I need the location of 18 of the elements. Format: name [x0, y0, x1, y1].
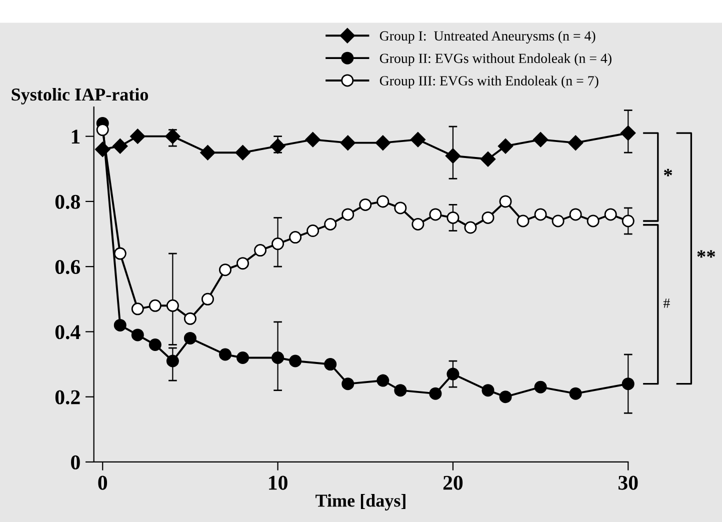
x-tick-label: 30	[618, 476, 638, 490]
legend-label: Group III: EVGs with Endoleak (n = 7)	[380, 76, 598, 88]
x-axis-title: Time [days]	[316, 494, 406, 510]
y-tick-label: 0.2	[55, 390, 80, 404]
y-tick-label: 0.4	[55, 325, 80, 340]
text: *	[664, 168, 672, 176]
x-tick-label: 10	[269, 476, 288, 490]
x-tick-label: 20	[443, 476, 463, 490]
y-tick-label: 0.8	[55, 194, 80, 209]
text: **	[697, 250, 716, 258]
x-tick-label: 0	[98, 476, 108, 490]
y-tick-label: 0.6	[55, 260, 80, 274]
legend-label: Group II: EVGs without Endoleak (n = 4)	[380, 53, 612, 66]
y-tick-label: 0	[71, 455, 80, 470]
legend-label: Group I: Untreated Aneurysms (n = 4)	[380, 30, 596, 44]
y-tick-label: 1	[72, 130, 80, 144]
y-axis-title: Systolic IAP-ratio	[12, 88, 148, 104]
text: #	[663, 298, 670, 308]
